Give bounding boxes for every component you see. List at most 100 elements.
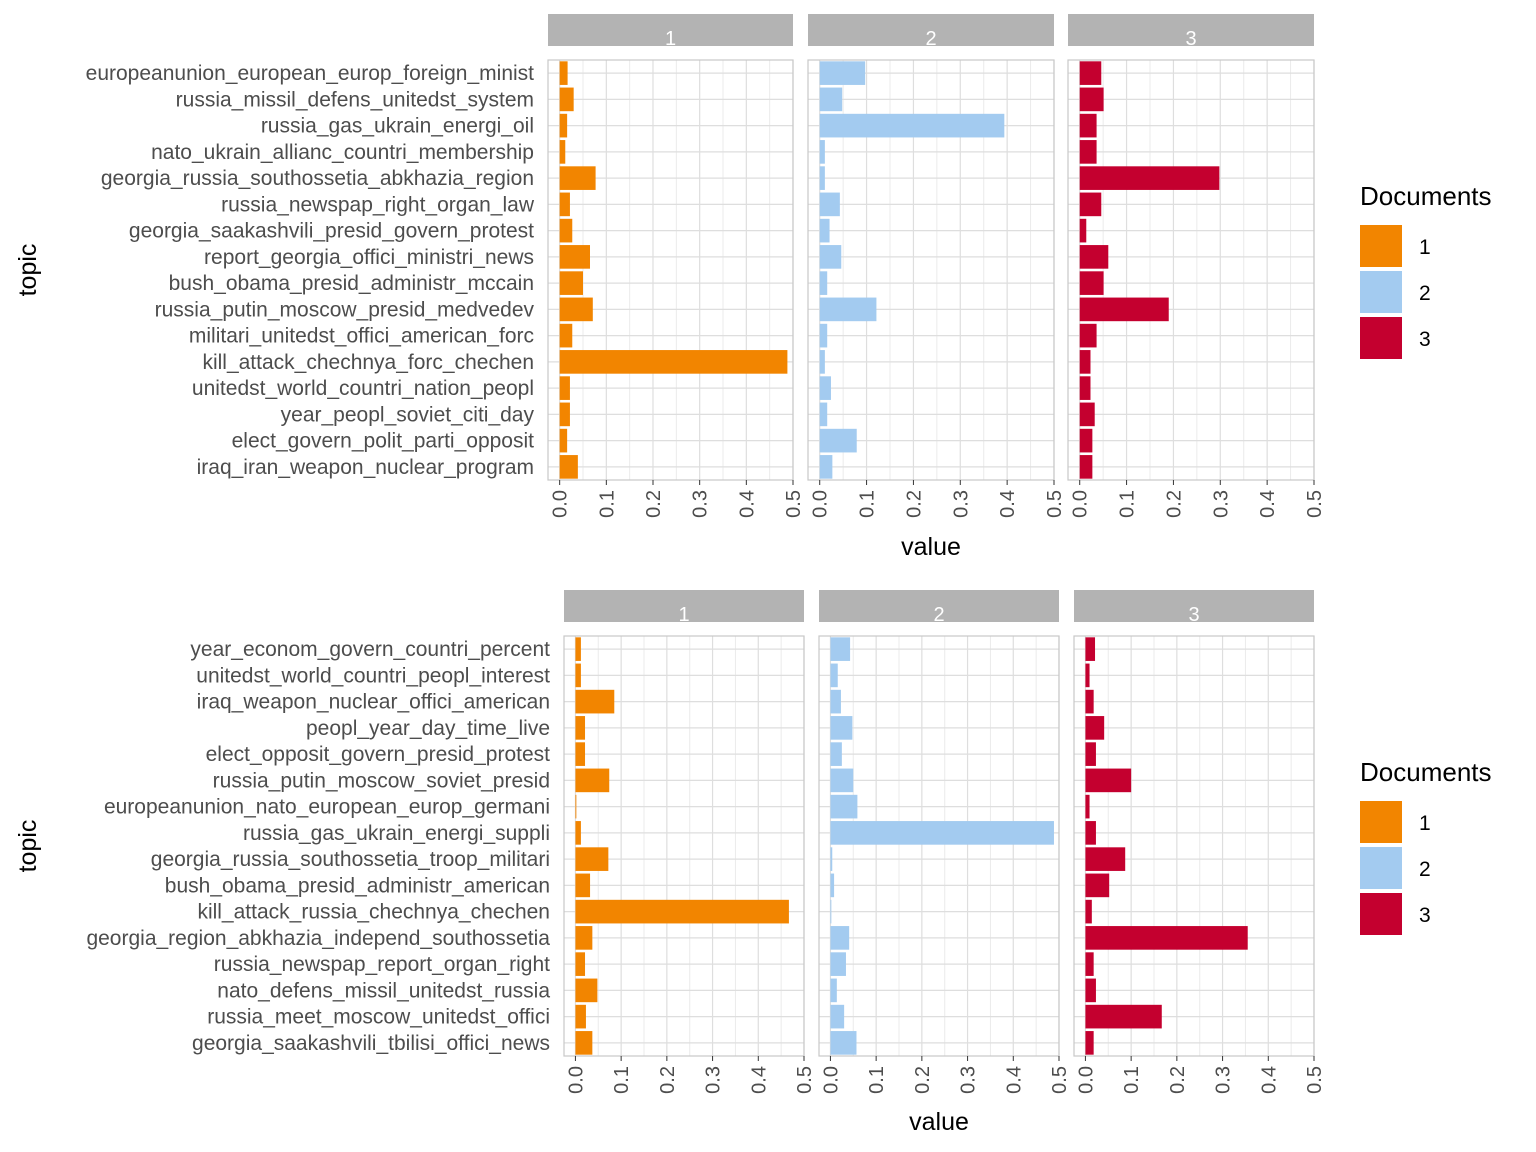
bar-3	[1079, 245, 1109, 269]
bar-3	[1085, 821, 1096, 845]
facet-panel-3: 3 0.0 0.1 0.2 0.3 0.4 0.5	[1073, 590, 1326, 1094]
x-tick-label: 0.5	[783, 490, 805, 518]
facet-strip-label: 1	[665, 28, 676, 50]
x-tick-label: 0.0	[550, 490, 572, 518]
y-tick-label: europeanunion_european_europ_foreign_min…	[86, 62, 535, 85]
bar-1	[575, 926, 593, 950]
panel-border	[1067, 59, 1315, 481]
y-tick-label: russia_newspap_right_organ_law	[221, 193, 535, 216]
bar-1	[575, 637, 581, 661]
bar-1	[559, 376, 570, 400]
x-tick-label: 0.5	[1044, 490, 1066, 518]
bar-3	[1085, 794, 1090, 819]
bar-2	[819, 402, 828, 427]
bar-3	[1085, 899, 1092, 924]
y-tick-label: nato_ukrain_allianc_countri_membership	[151, 141, 534, 164]
y-tick-label: iraq_iran_weapon_nuclear_program	[197, 456, 534, 479]
bar-3	[1085, 978, 1096, 1003]
x-axis-title: value	[909, 1108, 969, 1136]
y-tick-label: militari_unitedst_offici_american_forc	[189, 325, 534, 348]
bar-3	[1079, 166, 1220, 190]
bar-1	[559, 271, 583, 295]
bar-2	[819, 166, 825, 190]
facet-strip	[1068, 14, 1314, 46]
chart-2: year_econom_govern_countri_percentunited…	[14, 590, 1492, 1136]
x-tick-label: 0.3	[690, 490, 712, 518]
x-tick-label: 0.5	[1049, 1066, 1071, 1094]
bar-3	[1079, 87, 1104, 112]
x-tick-label: 0.3	[950, 490, 972, 518]
bar-2	[830, 716, 853, 740]
bar-2	[819, 192, 840, 217]
bar-1	[575, 1031, 593, 1055]
legend-key	[1360, 847, 1402, 889]
bar-1	[559, 218, 573, 243]
bar-2	[830, 637, 851, 661]
bar-2	[819, 140, 825, 164]
x-tick-label: 0.4	[1257, 490, 1279, 518]
x-tick-label: 0.0	[810, 490, 832, 518]
bar-1	[575, 873, 591, 898]
y-tick-label: elect_opposit_govern_presid_protest	[206, 743, 551, 766]
bar-2	[819, 350, 825, 374]
y-tick-label: year_peopl_soviet_citi_day	[281, 403, 535, 426]
legend-key	[1360, 801, 1402, 843]
legend-label: 2	[1419, 282, 1431, 305]
bar-1	[575, 952, 586, 976]
y-tick-label: russia_gas_ukrain_energi_oil	[261, 115, 534, 138]
legend-key	[1360, 317, 1402, 359]
x-tick-label: 0.3	[703, 1066, 725, 1094]
y-tick-label: russia_gas_ukrain_energi_suppli	[243, 822, 550, 845]
bar-2	[819, 376, 831, 400]
bar-3	[1085, 926, 1248, 950]
bar-2	[830, 663, 838, 688]
y-tick-label: bush_obama_presid_administr_mccain	[169, 272, 534, 295]
bar-3	[1079, 428, 1093, 453]
bar-3	[1085, 716, 1105, 740]
y-tick-label: russia_putin_moscow_soviet_presid	[213, 769, 550, 792]
x-tick-label: 0.1	[611, 1066, 633, 1094]
x-tick-label: 0.2	[643, 490, 665, 518]
y-tick-label: georgia_saakashvili_tbilisi_offici_news	[192, 1032, 550, 1055]
bar-1	[575, 768, 610, 793]
bar-3	[1079, 323, 1097, 348]
facet-strip	[808, 14, 1054, 46]
x-tick-label: 0.2	[912, 1066, 934, 1094]
bar-2	[819, 323, 828, 348]
x-tick-label: 0.5	[1304, 1066, 1326, 1094]
x-tick-label: 0.3	[1213, 1066, 1235, 1094]
y-tick-label: russia_meet_moscow_unitedst_offici	[207, 1006, 550, 1029]
y-tick-label: georgia_russia_southossetia_abkhazia_reg…	[101, 167, 534, 190]
x-tick-label: 0.5	[1304, 490, 1326, 518]
bar-2	[830, 926, 850, 950]
bar-1	[559, 402, 570, 427]
facet-strip	[819, 590, 1059, 622]
legend-label: 3	[1419, 904, 1431, 927]
bar-2	[830, 847, 833, 871]
bar-3	[1085, 637, 1096, 661]
legend-title: Documents	[1360, 181, 1492, 211]
bar-1	[575, 663, 581, 688]
bar-3	[1085, 768, 1132, 793]
x-tick-label: 0.1	[596, 490, 618, 518]
bar-1	[575, 821, 581, 845]
panel-border	[563, 635, 805, 1057]
bar-3	[1085, 1031, 1094, 1055]
bar-1	[575, 847, 609, 871]
x-tick-label: 0.3	[958, 1066, 980, 1094]
facet-panel-2: 2 0.0 0.1 0.2 0.3 0.4 0.5	[818, 590, 1071, 1094]
bar-2	[830, 689, 841, 714]
bar-1	[559, 297, 593, 322]
bar-1	[559, 140, 566, 164]
bar-1	[575, 794, 577, 819]
legend-label: 1	[1419, 236, 1431, 259]
bar-1	[575, 716, 586, 740]
bar-3	[1079, 297, 1169, 322]
bar-3	[1085, 952, 1094, 976]
y-tick-label: europeanunion_nato_european_europ_german…	[104, 796, 550, 819]
y-tick-label: bush_obama_presid_administr_american	[165, 874, 550, 897]
panel-border	[547, 59, 794, 481]
y-tick-label: kill_attack_russia_chechnya_chechen	[197, 901, 550, 924]
x-tick-label: 0.4	[748, 1066, 770, 1094]
